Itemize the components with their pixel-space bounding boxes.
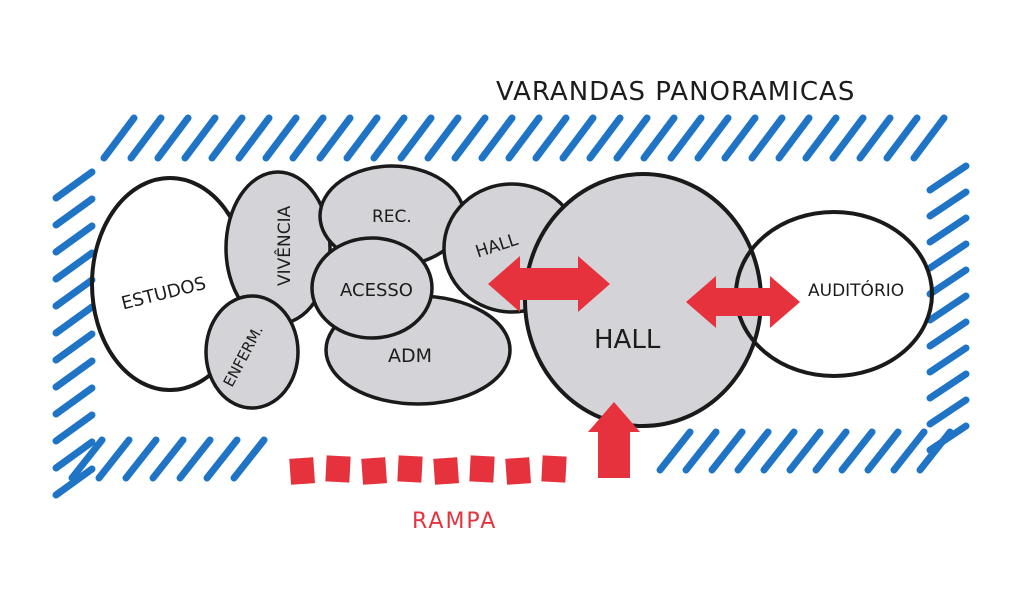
hatch-stroke-top xyxy=(559,114,597,162)
label-estudos: ESTUDOS xyxy=(119,273,208,314)
hatch-stroke-top xyxy=(289,114,327,162)
hatch-stroke-left xyxy=(52,222,96,256)
hatch-stroke-bottom xyxy=(122,436,160,482)
hatch-stroke-bottom xyxy=(812,428,850,474)
hatch-stroke-top xyxy=(748,114,786,162)
hatch-stroke-bottom xyxy=(149,436,187,482)
arrow-hall-to-auditorio xyxy=(686,276,800,328)
ramp-square xyxy=(469,455,495,483)
hatch-stroke-top xyxy=(856,114,894,162)
hatch-stroke-left xyxy=(52,438,96,472)
hatch-stroke-top xyxy=(424,114,462,162)
hatch-stroke-top xyxy=(451,114,489,162)
hatch-stroke-right xyxy=(926,162,970,194)
ramp-square xyxy=(541,455,567,483)
ramp-label: RAMPA xyxy=(412,509,497,534)
hatch-stroke-top xyxy=(586,114,624,162)
hatch-stroke-top xyxy=(721,114,759,162)
label-auditorio: AUDITÓRIO xyxy=(808,279,904,301)
hatch-stroke-left xyxy=(52,411,96,445)
hatch-stroke-left xyxy=(52,330,96,364)
label-acesso: ACESSO xyxy=(340,280,413,301)
varanda-hatch-border xyxy=(52,114,970,499)
hatch-stroke-bottom xyxy=(864,428,902,474)
hatch-stroke-top xyxy=(370,114,408,162)
ramp-square xyxy=(361,457,388,485)
label-adm: ADM xyxy=(388,345,432,367)
hatch-stroke-bottom xyxy=(760,428,798,474)
hatch-stroke-top xyxy=(208,114,246,162)
hatch-stroke-top xyxy=(694,114,732,162)
hatch-stroke-top xyxy=(316,114,354,162)
arrow-hall-small-to-hall-main xyxy=(488,256,610,312)
hatch-stroke-left xyxy=(52,384,96,418)
hatch-stroke-left xyxy=(52,195,96,229)
ramp-square xyxy=(397,455,423,483)
hatch-stroke-bottom xyxy=(890,428,928,474)
hatch-stroke-right xyxy=(926,292,970,324)
hatch-stroke-bottom xyxy=(708,428,746,474)
hatch-stroke-bottom xyxy=(68,436,106,482)
ramp-square xyxy=(505,457,532,485)
hatch-stroke-right xyxy=(926,396,970,428)
hatch-stroke-bottom xyxy=(203,436,241,482)
hatch-stroke-bottom xyxy=(656,428,694,474)
hatch-stroke-top xyxy=(397,114,435,162)
zone-acesso xyxy=(310,236,434,340)
hatch-stroke-bottom xyxy=(734,428,772,474)
hatch-stroke-right xyxy=(926,214,970,246)
hatch-stroke-left xyxy=(52,249,96,283)
hatch-stroke-right xyxy=(926,188,970,220)
hatch-stroke-top xyxy=(154,114,192,162)
label-vivencia: VIVÊNCIA xyxy=(273,205,295,286)
hatch-stroke-top xyxy=(262,114,300,162)
hatch-stroke-top xyxy=(505,114,543,162)
hatch-stroke-bottom xyxy=(95,436,133,482)
hatch-stroke-top xyxy=(532,114,570,162)
hatch-stroke-top xyxy=(100,114,138,162)
ramp-square xyxy=(289,457,316,485)
hatch-stroke-right xyxy=(926,318,970,350)
hatch-stroke-bottom xyxy=(916,428,954,474)
hatch-stroke-top xyxy=(910,114,948,162)
diagram-title: VARANDAS PANORAMICAS xyxy=(496,77,855,107)
hatch-stroke-left xyxy=(52,357,96,391)
arrow-rampa-to-hall xyxy=(588,402,640,478)
label-hall-main: HALL xyxy=(594,325,661,355)
hatch-stroke-right xyxy=(926,266,970,298)
hatch-stroke-top xyxy=(127,114,165,162)
hatch-stroke-right xyxy=(926,370,970,402)
hatch-stroke-top xyxy=(613,114,651,162)
zone-enferm xyxy=(204,294,300,410)
hatch-stroke-top xyxy=(667,114,705,162)
ramp-path xyxy=(289,455,567,485)
hatch-stroke-top xyxy=(883,114,921,162)
ramp-square xyxy=(325,455,351,483)
hatch-stroke-bottom xyxy=(682,428,720,474)
hatch-stroke-bottom xyxy=(786,428,824,474)
flow-arrows xyxy=(488,256,800,478)
filled-zones xyxy=(204,164,763,428)
hatch-stroke-top xyxy=(343,114,381,162)
hatch-stroke-left xyxy=(52,465,96,499)
ramp-square xyxy=(433,457,460,485)
hatch-stroke-bottom xyxy=(230,436,268,482)
hatch-stroke-left xyxy=(52,303,96,337)
hatch-stroke-top xyxy=(478,114,516,162)
hatch-stroke-top xyxy=(640,114,678,162)
hatch-stroke-right xyxy=(926,240,970,272)
hatch-stroke-left xyxy=(52,276,96,310)
hatch-stroke-top xyxy=(802,114,840,162)
hatch-stroke-top xyxy=(775,114,813,162)
hatch-stroke-bottom xyxy=(176,436,214,482)
hatch-stroke-right xyxy=(926,344,970,376)
label-rec: REC. xyxy=(372,207,412,227)
hatch-stroke-top xyxy=(181,114,219,162)
hatch-stroke-bottom xyxy=(838,428,876,474)
hatch-stroke-left xyxy=(52,168,96,202)
hatch-stroke-top xyxy=(829,114,867,162)
hatch-stroke-top xyxy=(235,114,273,162)
